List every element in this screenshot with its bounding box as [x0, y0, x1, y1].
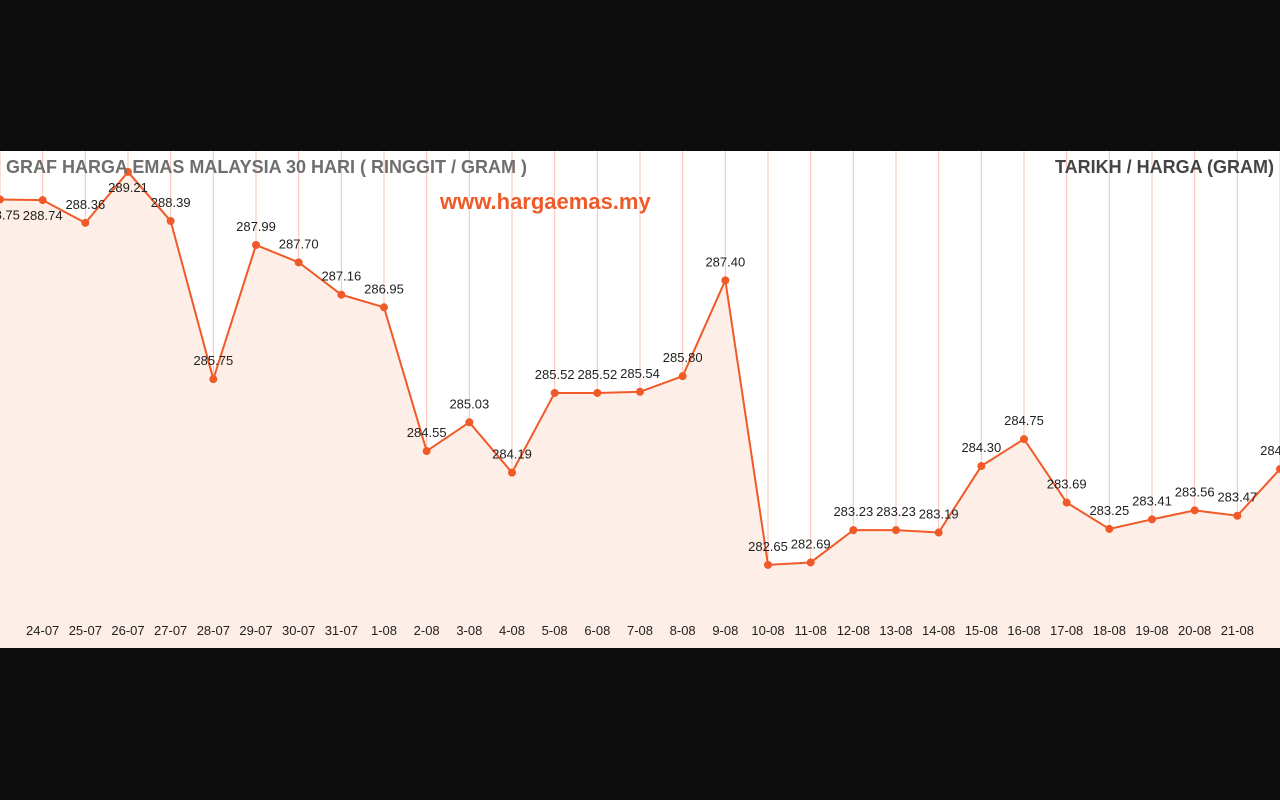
- data-label: 283.19: [919, 507, 959, 522]
- data-point: [380, 303, 388, 312]
- x-tick-label: 21-08: [1221, 623, 1254, 638]
- data-label: 288.36: [65, 197, 105, 212]
- data-point: [849, 526, 858, 535]
- x-tick-label: 28-07: [197, 623, 230, 638]
- data-label: 285.52: [535, 367, 575, 382]
- x-tick-label: 24-07: [26, 623, 59, 638]
- data-label: 288.74: [23, 208, 63, 223]
- data-point: [892, 526, 900, 535]
- data-point: [294, 258, 303, 267]
- data-point: [38, 196, 47, 205]
- data-label: 283.23: [833, 504, 873, 519]
- data-label: 285.80: [663, 350, 703, 365]
- x-tick-label: 4-08: [499, 623, 525, 638]
- data-point: [1062, 498, 1071, 507]
- data-label: 283.69: [1047, 477, 1087, 492]
- data-point: [1020, 435, 1028, 444]
- legend-label: TARIKH / HARGA (GRAM): [1055, 157, 1274, 177]
- data-label: 287.70: [279, 236, 319, 251]
- data-point: [764, 560, 772, 569]
- x-tick-label: 12-08: [837, 623, 870, 638]
- data-label: 288.75: [0, 207, 20, 222]
- data-point: [81, 218, 90, 227]
- data-point: [166, 217, 175, 226]
- data-point: [550, 388, 559, 397]
- x-tick-label: 11-08: [795, 623, 827, 638]
- x-tick-label: 17-08: [1050, 623, 1083, 638]
- x-tick-label: 2-08: [414, 623, 440, 638]
- x-tick-label: 5-08: [542, 623, 568, 638]
- data-label: 286.95: [364, 281, 404, 296]
- data-point: [678, 372, 687, 381]
- x-tick-label: 31-07: [325, 623, 358, 638]
- data-label: 285.52: [577, 367, 617, 382]
- x-tick-label: 29-07: [239, 623, 272, 638]
- data-point: [252, 241, 260, 249]
- x-tick-label: 15-08: [965, 623, 998, 638]
- data-label: 289.21: [108, 180, 148, 195]
- x-tick-label: 13-08: [879, 623, 912, 638]
- x-tick-label: 20-08: [1178, 623, 1211, 638]
- data-label: 284.55: [407, 425, 447, 440]
- data-point: [721, 276, 730, 285]
- area-fill: [0, 171, 1280, 648]
- x-tick-label: 27-07: [154, 623, 187, 638]
- x-tick-label: 14-08: [922, 623, 955, 638]
- x-tick-label: 1-08: [371, 623, 397, 638]
- data-label: 282.69: [791, 536, 831, 551]
- data-label: 284.25: [1260, 443, 1280, 458]
- data-label: 283.25: [1089, 503, 1129, 518]
- data-point: [934, 528, 943, 537]
- data-label: 282.65: [748, 539, 788, 554]
- data-label: 285.54: [620, 366, 660, 381]
- data-point: [593, 388, 602, 397]
- x-tick-label: 26-07: [111, 623, 144, 638]
- x-tick-label: 6-08: [584, 623, 610, 638]
- data-label: 283.47: [1217, 490, 1257, 505]
- data-point: [0, 195, 4, 204]
- x-tick-label: 7-08: [627, 623, 653, 638]
- data-point: [209, 375, 218, 384]
- x-tick-label: 16-08: [1007, 623, 1040, 638]
- data-label: 284.30: [961, 440, 1001, 455]
- data-point: [1190, 506, 1199, 515]
- data-label: 284.19: [492, 447, 532, 462]
- data-label: 287.99: [236, 219, 276, 234]
- x-tick-label: 9-08: [712, 623, 738, 638]
- data-label: 287.40: [705, 254, 745, 269]
- data-point: [124, 167, 132, 176]
- x-tick-label: 18-08: [1093, 623, 1126, 638]
- x-tick-label: 8-08: [670, 623, 696, 638]
- data-label: 285.75: [193, 353, 233, 368]
- data-label: 283.41: [1132, 493, 1172, 508]
- chart-title: GRAF HARGA EMAS MALAYSIA 30 HARI ( RINGG…: [6, 157, 528, 177]
- x-tick-label: 25-07: [69, 623, 102, 638]
- data-point: [422, 447, 431, 456]
- watermark: www.hargaemas.my: [440, 189, 651, 214]
- x-tick-label: 10-08: [751, 623, 784, 638]
- data-label: 283.23: [876, 504, 916, 519]
- data-point: [806, 558, 815, 567]
- data-label: 287.16: [321, 269, 361, 284]
- data-point: [977, 462, 986, 471]
- data-point: [636, 387, 644, 396]
- data-point: [508, 468, 516, 477]
- data-point: [1148, 515, 1156, 524]
- data-point: [465, 418, 474, 427]
- data-point: [337, 290, 346, 299]
- data-label: 284.75: [1004, 413, 1044, 428]
- x-tick-label: 30-07: [282, 623, 315, 638]
- data-label: 285.03: [449, 396, 489, 411]
- data-point: [1105, 524, 1114, 533]
- data-label: 283.56: [1175, 484, 1215, 499]
- x-tick-label: 19-08: [1135, 623, 1168, 638]
- data-point: [1233, 511, 1242, 520]
- data-label: 288.39: [151, 195, 191, 210]
- data-point: [1276, 465, 1280, 474]
- x-tick-label: 3-08: [456, 623, 482, 638]
